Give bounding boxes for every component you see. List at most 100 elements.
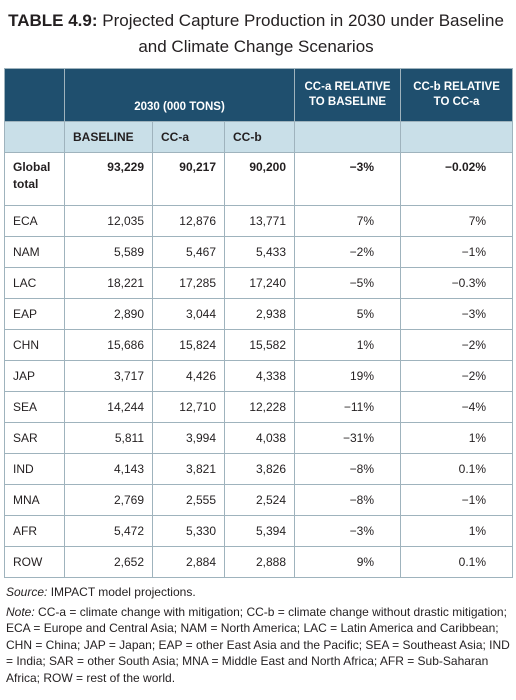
cell: 15,582 <box>223 329 296 361</box>
header-cell <box>4 121 65 153</box>
table-row: NAM 5,589 5,467 5,433 −2% −1% <box>4 236 514 268</box>
cell: 9% <box>294 546 402 578</box>
cell: 2,769 <box>64 484 153 516</box>
row-label: ECA <box>4 205 65 237</box>
source-label: Source: <box>6 585 48 599</box>
cell: −3% <box>400 298 514 330</box>
cell: 14,244 <box>64 391 153 423</box>
row-label: IND <box>4 453 65 485</box>
table-row: JAP 3,717 4,426 4,338 19% −2% <box>4 360 514 392</box>
header-cell: BASELINE <box>64 121 153 153</box>
row-label: Global total <box>4 152 65 206</box>
cell: 4,426 <box>152 360 225 392</box>
cell: 90,217 <box>152 152 225 206</box>
footnotes: Source: IMPACT model projections. Note: … <box>6 584 510 686</box>
cell: 5,811 <box>64 422 153 454</box>
table-row: MNA 2,769 2,555 2,524 −8% −1% <box>4 484 514 516</box>
cell: 13,771 <box>223 205 296 237</box>
cell: −4% <box>400 391 514 423</box>
header-cell <box>4 68 65 122</box>
table-body: Global total 93,229 90,217 90,200 −3% −0.02% E… <box>4 152 514 578</box>
row-label: SAR <box>4 422 65 454</box>
cell: 19% <box>294 360 402 392</box>
cell: 2,652 <box>64 546 153 578</box>
table-row: ECA 12,035 12,876 13,771 7% 7% <box>4 205 514 237</box>
cell: 5,394 <box>223 515 296 547</box>
row-label: CHN <box>4 329 65 361</box>
header-cell: CC-a RELATIVE TO BASELINE <box>294 68 402 122</box>
cell: 12,228 <box>223 391 296 423</box>
header-cell: CC-a <box>152 121 225 153</box>
cell: 3,044 <box>152 298 225 330</box>
table-row: SAR 5,811 3,994 4,038 −31% 1% <box>4 422 514 454</box>
table-row: AFR 5,472 5,330 5,394 −3% 1% <box>4 515 514 547</box>
cell: 1% <box>400 515 514 547</box>
cell: 15,824 <box>152 329 225 361</box>
table-row: ROW 2,652 2,884 2,888 9% 0.1% <box>4 546 514 578</box>
cell: 90,200 <box>223 152 296 206</box>
cell: 5,433 <box>223 236 296 268</box>
cell: 18,221 <box>64 267 153 299</box>
header-cell: CC-b <box>223 121 296 153</box>
row-label: NAM <box>4 236 65 268</box>
cell: −8% <box>294 453 402 485</box>
cell: −3% <box>294 152 402 206</box>
header-row: BASELINE CC-a CC-b <box>4 121 514 153</box>
row-label: ROW <box>4 546 65 578</box>
cell: 17,240 <box>223 267 296 299</box>
cell: 93,229 <box>64 152 153 206</box>
table-row: LAC 18,221 17,285 17,240 −5% −0.3% <box>4 267 514 299</box>
cell: 0.1% <box>400 453 514 485</box>
row-label: MNA <box>4 484 65 516</box>
row-label: EAP <box>4 298 65 330</box>
cell: −1% <box>400 236 514 268</box>
cell: 1% <box>294 329 402 361</box>
cell: 2,890 <box>64 298 153 330</box>
table-row: EAP 2,890 3,044 2,938 5% −3% <box>4 298 514 330</box>
cell: 5% <box>294 298 402 330</box>
table-row: IND 4,143 3,821 3,826 −8% 0.1% <box>4 453 514 485</box>
cell: 4,338 <box>223 360 296 392</box>
table-label: TABLE 4.9: <box>8 11 98 30</box>
cell: 1% <box>400 422 514 454</box>
cell: 5,467 <box>152 236 225 268</box>
cell: 2,524 <box>223 484 296 516</box>
table-title: Projected Capture Production in 2030 und… <box>102 11 504 56</box>
row-label: JAP <box>4 360 65 392</box>
header-cell: 2030 (000 TONS) <box>63 68 296 122</box>
cell: 5,472 <box>64 515 153 547</box>
cell: −2% <box>400 360 514 392</box>
cell: 2,884 <box>152 546 225 578</box>
header-cell <box>294 121 402 153</box>
cell: 12,710 <box>152 391 225 423</box>
cell: 2,938 <box>223 298 296 330</box>
cell: 12,035 <box>64 205 153 237</box>
cell: 4,038 <box>223 422 296 454</box>
cell: 0.1% <box>400 546 514 578</box>
cell: 2,888 <box>223 546 296 578</box>
cell: −2% <box>294 236 402 268</box>
cell: −5% <box>294 267 402 299</box>
row-label: SEA <box>4 391 65 423</box>
cell: −8% <box>294 484 402 516</box>
note: Note: CC-a = climate change with mitigat… <box>6 604 510 687</box>
cell: 3,821 <box>152 453 225 485</box>
table-row: CHN 15,686 15,824 15,582 1% −2% <box>4 329 514 361</box>
cell: 12,876 <box>152 205 225 237</box>
header-cell: CC-b RELATIVE TO CC-a <box>400 68 514 122</box>
cell: −0.02% <box>400 152 514 206</box>
header-row: 2030 (000 TONS) CC-a RELATIVE TO BASELIN… <box>4 68 514 122</box>
cell: 3,717 <box>64 360 153 392</box>
data-table: 2030 (000 TONS) CC-a RELATIVE TO BASELIN… <box>4 68 514 578</box>
cell: 5,330 <box>152 515 225 547</box>
title: TABLE 4.9: Projected Capture Production … <box>0 0 516 60</box>
note-label: Note: <box>6 604 35 619</box>
cell: 3,994 <box>152 422 225 454</box>
table-row: SEA 14,244 12,710 12,228 −11% −4% <box>4 391 514 423</box>
note-text: CC-a = climate change with mitigation; C… <box>6 604 510 685</box>
cell: −0.3% <box>400 267 514 299</box>
row-label: AFR <box>4 515 65 547</box>
cell: 7% <box>294 205 402 237</box>
cell: −31% <box>294 422 402 454</box>
